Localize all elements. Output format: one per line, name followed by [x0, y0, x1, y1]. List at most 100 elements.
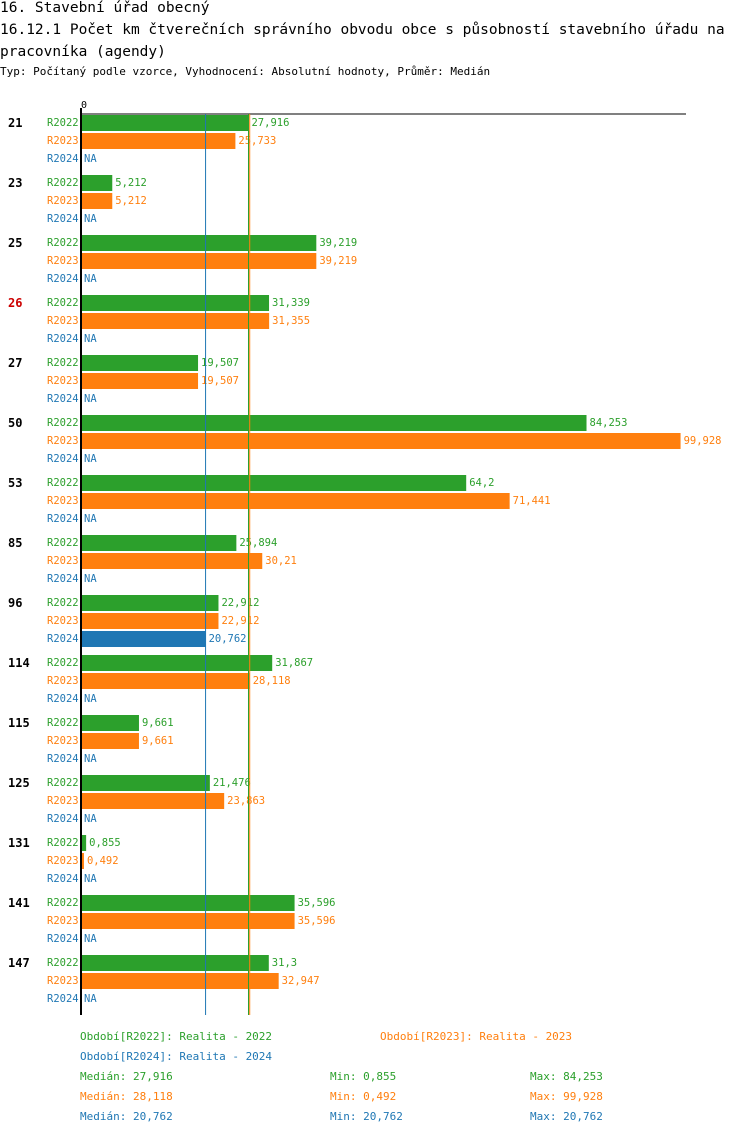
data-label: 9,661 [142, 735, 174, 747]
bar [81, 235, 317, 251]
bar [81, 373, 199, 389]
bar [81, 655, 273, 671]
series-label: R2023 [47, 255, 79, 267]
bar [81, 313, 270, 329]
bar [81, 553, 263, 569]
bar [81, 253, 317, 269]
category-label: 96 [8, 596, 22, 610]
bar [81, 793, 225, 809]
na-label: NA [84, 453, 97, 465]
data-label: 35,596 [298, 915, 336, 927]
na-label: NA [84, 933, 97, 945]
series-label: R2024 [47, 753, 79, 765]
data-label: 19,507 [201, 357, 239, 369]
series-label: R2022 [47, 657, 79, 669]
series-label: R2024 [47, 213, 79, 225]
bar [81, 595, 219, 611]
series-label: R2024 [47, 393, 79, 405]
data-label: 31,355 [272, 315, 310, 327]
data-label: 84,253 [590, 417, 628, 429]
series-label: R2022 [47, 297, 79, 309]
category-label: 23 [8, 176, 22, 190]
category-label: 21 [8, 116, 22, 130]
bar [81, 955, 269, 971]
bar [81, 193, 113, 209]
data-label: 39,219 [319, 237, 357, 249]
data-label: 71,441 [513, 495, 551, 507]
data-label: 32,947 [282, 975, 320, 987]
data-label: 0,492 [87, 855, 119, 867]
bar [81, 715, 139, 731]
stat-max-r2022: Max: 84,253 [530, 1070, 603, 1083]
bar [81, 475, 467, 491]
bar [81, 133, 236, 149]
data-label: 39,219 [319, 255, 357, 267]
series-label: R2023 [47, 315, 79, 327]
series-label: R2024 [47, 813, 79, 825]
series-label: R2023 [47, 915, 79, 927]
series-label: R2024 [47, 333, 79, 345]
bar [81, 631, 206, 647]
series-label: R2024 [47, 573, 79, 585]
series-label: R2024 [47, 693, 79, 705]
category-label: 114 [8, 656, 30, 670]
series-label: R2024 [47, 873, 79, 885]
series-label: R2022 [47, 477, 79, 489]
category-label: 50 [8, 416, 22, 430]
bar [81, 895, 295, 911]
category-label: 85 [8, 536, 22, 550]
bar [81, 295, 270, 311]
data-label: 64,2 [469, 477, 494, 489]
na-label: NA [84, 513, 97, 525]
data-label: 31,339 [272, 297, 310, 309]
series-label: R2024 [47, 153, 79, 165]
bar [81, 115, 249, 131]
series-label: R2022 [47, 717, 79, 729]
category-label: 27 [8, 356, 22, 370]
na-label: NA [84, 153, 97, 165]
data-label: 19,507 [201, 375, 239, 387]
data-label: 28,118 [253, 675, 291, 687]
bar [81, 853, 84, 869]
stat-median-r2023: Medián: 28,118 [80, 1090, 173, 1103]
category-label: 25 [8, 236, 22, 250]
stat-median-r2022: Medián: 27,916 [80, 1070, 173, 1083]
series-label: R2024 [47, 513, 79, 525]
data-label: 9,661 [142, 717, 174, 729]
na-label: NA [84, 573, 97, 585]
legend-r2022: Období[R2022]: Realita - 2022 [80, 1030, 273, 1043]
na-label: NA [84, 813, 97, 825]
chart-subtitle: Typ: Počítaný podle vzorce, Vyhodnocení:… [0, 65, 491, 78]
stat-min-r2022: Min: 0,855 [330, 1070, 397, 1083]
stat-max-r2024: Max: 20,762 [530, 1110, 603, 1123]
chart-title: 16.12.1 Počet km čtverečních správního o… [0, 22, 725, 60]
data-label: 27,916 [251, 117, 289, 129]
series-label: R2024 [47, 933, 79, 945]
data-label: 5,212 [115, 177, 147, 189]
legend-r2023: Období[R2023]: Realita - 2023 [380, 1030, 573, 1043]
stat-max-r2023: Max: 99,928 [530, 1090, 603, 1103]
na-label: NA [84, 333, 97, 345]
series-label: R2023 [47, 555, 79, 567]
data-label: 22,912 [221, 597, 259, 609]
category-label: 26 [8, 296, 22, 310]
series-label: R2023 [47, 135, 79, 147]
series-label: R2023 [47, 795, 79, 807]
category-label: 147 [8, 956, 30, 970]
series-label: R2022 [47, 357, 79, 369]
data-label: 35,596 [298, 897, 336, 909]
data-label: 20,762 [209, 633, 247, 645]
series-label: R2023 [47, 735, 79, 747]
bar [81, 175, 113, 191]
category-label: 53 [8, 476, 22, 490]
data-label: 21,476 [213, 777, 251, 789]
series-label: R2023 [47, 495, 79, 507]
series-label: R2023 [47, 435, 79, 447]
series-label: R2024 [47, 993, 79, 1005]
series-label: R2024 [47, 453, 79, 465]
na-label: NA [84, 993, 97, 1005]
series-label: R2022 [47, 117, 79, 129]
category-label: 131 [8, 836, 30, 850]
series-label: R2022 [47, 837, 79, 849]
data-label: 5,212 [115, 195, 147, 207]
